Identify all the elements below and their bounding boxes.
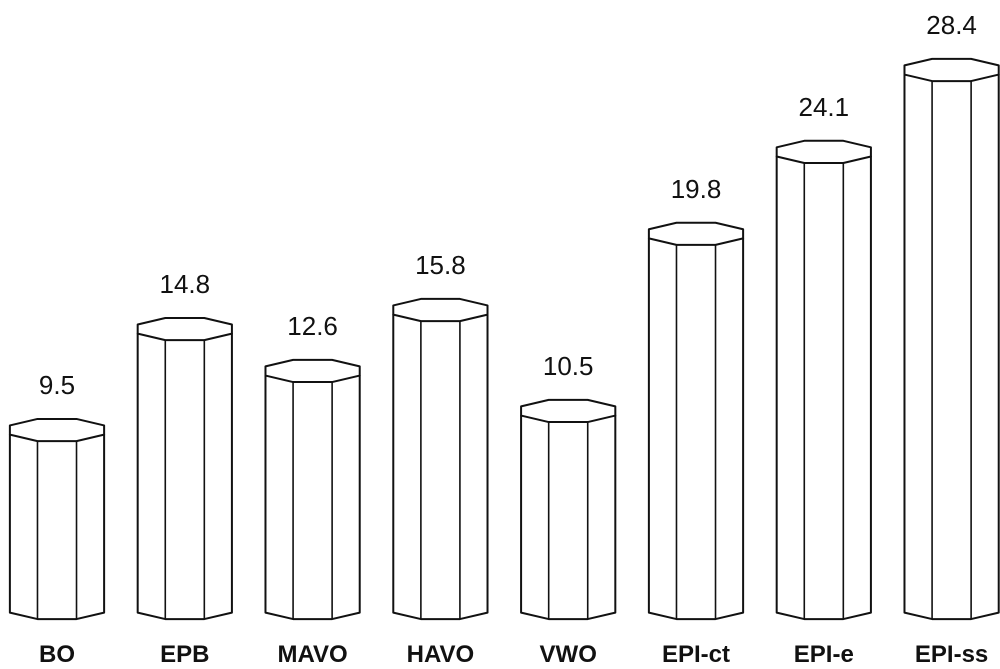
prism-body — [264, 374, 361, 621]
x-tick-label: HAVO — [407, 641, 475, 668]
prism-body — [392, 313, 489, 621]
value-label: 12.6 — [287, 311, 338, 341]
x-tick-label: BO — [39, 641, 75, 668]
value-label: 15.8 — [415, 250, 466, 280]
prism-top — [392, 297, 489, 323]
bar — [903, 57, 1000, 621]
prism-top — [647, 221, 745, 246]
prism-body — [775, 155, 872, 621]
value-label: 14.8 — [159, 269, 210, 299]
prism-body — [8, 433, 106, 621]
value-label: 24.1 — [798, 92, 849, 122]
prism-top — [264, 358, 361, 384]
prism-top — [903, 57, 1000, 83]
bar — [775, 139, 872, 621]
bar — [392, 297, 489, 621]
prism-top — [775, 139, 872, 164]
x-tick-label: EPB — [160, 641, 209, 668]
prism-top — [520, 398, 617, 424]
x-tick-label: EPI-ss — [915, 641, 988, 668]
prism-top — [8, 417, 106, 443]
value-label: 9.5 — [39, 370, 75, 400]
value-label: 19.8 — [671, 174, 722, 204]
x-tick-label: EPI-e — [794, 641, 854, 668]
prism-body — [520, 414, 617, 621]
bar — [647, 221, 745, 621]
x-tick-label: VWO — [540, 641, 597, 668]
x-tick-label: EPI-ct — [662, 641, 730, 668]
bar — [136, 316, 233, 621]
prism-body — [647, 237, 745, 621]
value-label: 28.4 — [926, 10, 977, 40]
value-label: 10.5 — [543, 351, 594, 381]
prism-body — [903, 73, 1000, 621]
bar — [520, 398, 617, 621]
prism-top — [136, 316, 233, 342]
bar — [264, 358, 361, 621]
bar — [8, 417, 106, 621]
prism-body — [136, 332, 233, 621]
x-tick-label: MAVO — [277, 641, 347, 668]
